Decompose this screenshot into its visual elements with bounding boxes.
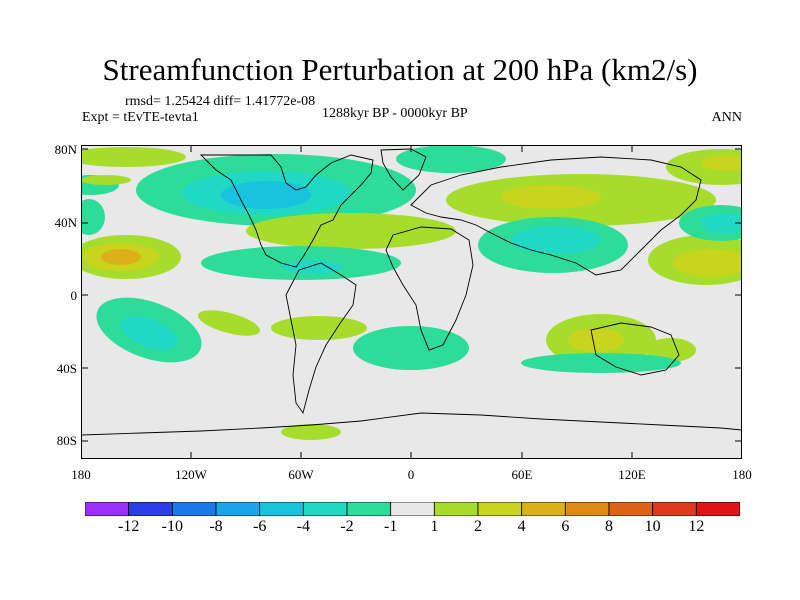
negative-anomaly-region (221, 181, 311, 209)
colorbar-label: 4 (517, 518, 526, 535)
lon-label: 180 (71, 467, 91, 482)
colorbar-swatch (652, 502, 697, 516)
lon-label: 60E (511, 467, 533, 482)
experiment-label: Expt = tEvTE-tevta1 (82, 110, 199, 125)
contour-fields (81, 145, 742, 440)
positive-anomaly-region (673, 249, 742, 277)
colorbar-swatch (564, 502, 610, 516)
africa-coast (385, 226, 474, 351)
colorbar-label: -2 (340, 518, 354, 535)
colorbar-label: 8 (605, 518, 613, 535)
colorbar-swatch (346, 502, 392, 516)
lon-label: 0 (407, 467, 415, 482)
map-panel (81, 145, 742, 459)
negative-anomaly-region (353, 326, 469, 370)
colorbar-swatch (302, 502, 348, 516)
positive-anomaly-region (646, 338, 696, 362)
positive-anomaly-region (197, 310, 261, 336)
positive-anomaly-region (521, 353, 681, 373)
colorbar-label: 10 (644, 518, 661, 535)
negative-anomaly-region (120, 316, 178, 350)
stats-text: rmsd= 1.25424 diff= 1.41772e-08 (125, 94, 316, 109)
chart-title: Streamfunction Perturbation at 200 hPa (… (102, 52, 698, 87)
colorbar-label: -6 (252, 518, 267, 535)
colorbar-label: 12 (688, 518, 705, 535)
colorbar-label: -1 (383, 518, 398, 535)
colorbar-label: -10 (161, 518, 183, 535)
colorbar-swatch (215, 502, 261, 516)
positive-anomaly-region (101, 249, 141, 265)
negative-anomaly-region (81, 199, 105, 235)
negative-anomaly-region (511, 226, 601, 254)
antarctica-coast (81, 412, 742, 436)
lat-label: 0 (70, 288, 78, 303)
lat-label: 80N (54, 142, 77, 157)
colorbar-swatch (128, 502, 173, 516)
season-label: ANN (711, 110, 742, 125)
positive-anomaly-region (81, 147, 186, 167)
lon-label: 120E (618, 467, 646, 482)
colorbar-swatch (171, 502, 217, 516)
lon-label: 180 (732, 467, 752, 482)
colorbar (85, 502, 740, 516)
lon-label: 60W (288, 467, 314, 482)
colorbar-label: 1 (430, 518, 439, 535)
colorbar-swatch (521, 502, 566, 516)
colorbar-swatch (695, 502, 740, 516)
coastlines (81, 148, 742, 436)
colorbar-swatch (259, 502, 304, 516)
australia-coast (590, 322, 680, 376)
colorbar-swatch (85, 502, 130, 516)
colorbar-swatch (608, 502, 654, 516)
colorbar-label: 6 (561, 518, 570, 535)
lat-label: 40S (56, 361, 77, 376)
eurasia-coast (410, 156, 702, 276)
lat-label: 80S (56, 433, 77, 448)
positive-anomaly-region (81, 175, 131, 185)
south-america-coast (285, 262, 357, 415)
colorbar-label: 2 (474, 518, 482, 535)
positive-anomaly-region (501, 185, 601, 209)
negative-anomaly-region (283, 260, 343, 274)
colorbar-label: -12 (117, 518, 140, 535)
positive-anomaly-region (246, 213, 456, 249)
positive-anomaly-region (281, 424, 341, 440)
colorbar-swatch (390, 502, 435, 516)
positive-anomaly-region (568, 328, 624, 352)
colorbar-swatch (477, 502, 523, 516)
colorbar-label: -8 (209, 518, 223, 535)
axis-ticks (81, 145, 742, 459)
greenland-coast (380, 148, 427, 191)
lon-label: 120W (175, 467, 207, 482)
positive-anomaly-region (701, 155, 742, 171)
lat-label: 40N (54, 215, 77, 230)
period-label: 1288kyr BP - 0000kyr BP (322, 106, 468, 121)
negative-anomaly-region (396, 145, 506, 173)
positive-anomaly-region (271, 316, 367, 340)
negative-anomaly-region (701, 213, 742, 233)
north-america-coast (199, 154, 374, 268)
colorbar-label: -4 (296, 518, 310, 535)
colorbar-swatch (433, 502, 479, 516)
